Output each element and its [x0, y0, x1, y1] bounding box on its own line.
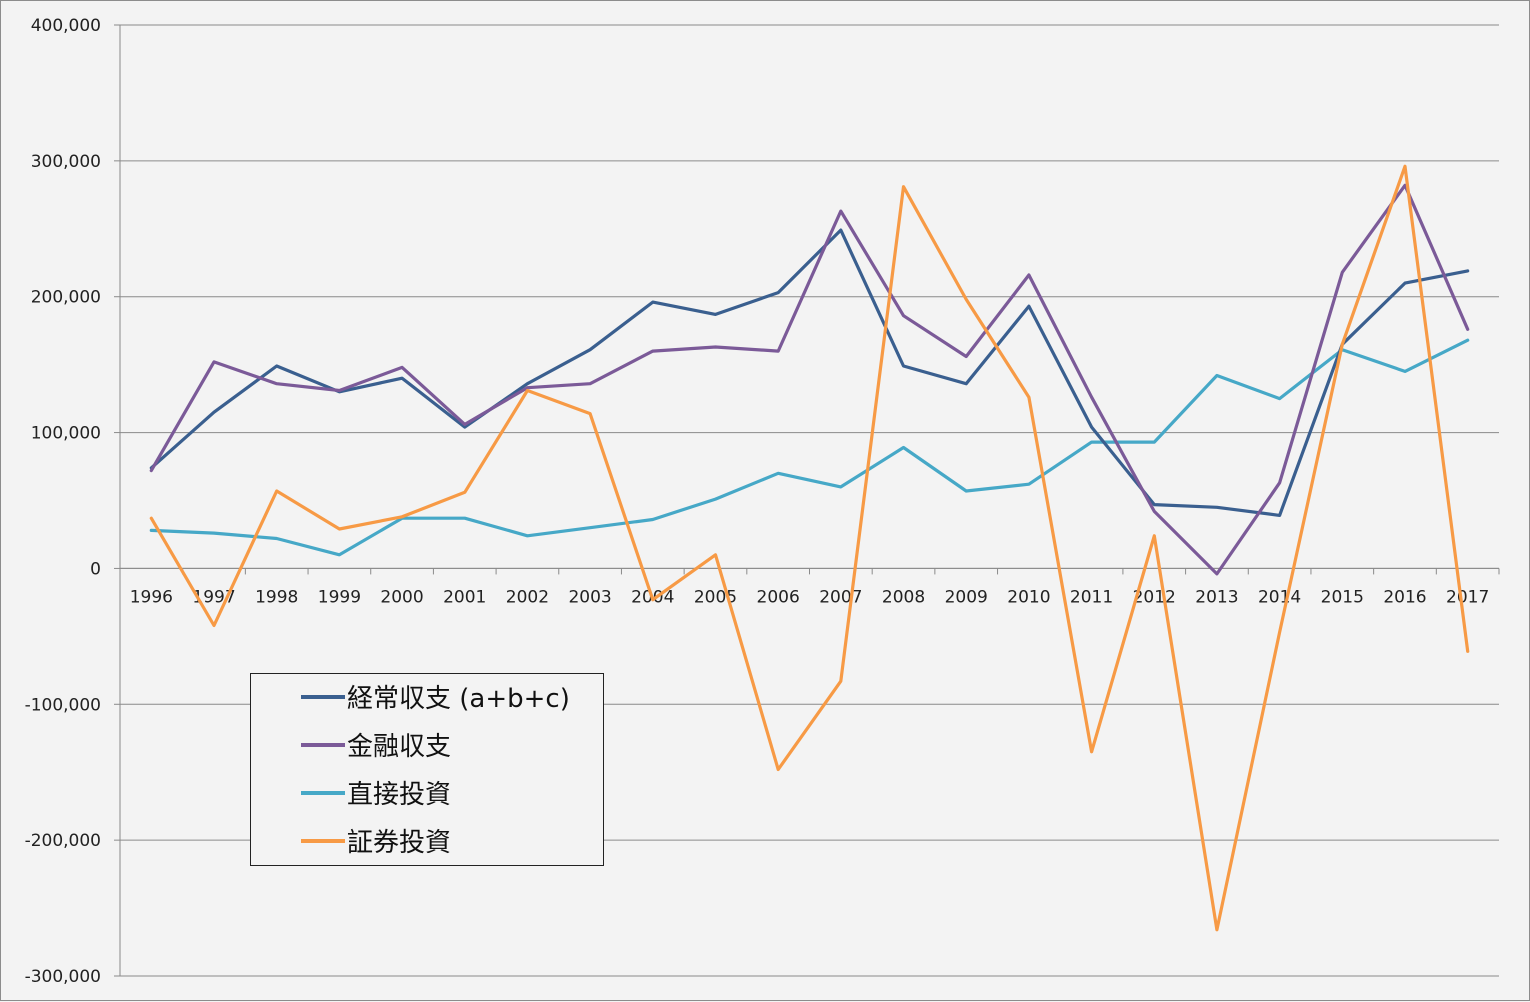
legend-swatch-financial-account	[301, 743, 345, 747]
x-tick-label: 2002	[506, 587, 549, 607]
legend-swatch-portfolio-investment	[301, 839, 345, 843]
y-tick-label: -300,000	[25, 967, 101, 987]
y-tick-label: 0	[90, 559, 101, 579]
legend-item-direct-investment: 直接投資	[251, 772, 603, 812]
legend-label-direct-investment: 直接投資	[347, 780, 452, 810]
x-tick-label: 2006	[757, 587, 800, 607]
x-tick-label: 1999	[318, 587, 361, 607]
x-tick-label: 2014	[1258, 587, 1301, 607]
y-tick-label: -200,000	[25, 831, 101, 851]
x-tick-label: 2016	[1383, 587, 1426, 607]
y-tick-label: -100,000	[25, 695, 101, 715]
legend-label-portfolio-investment: 証券投資	[347, 828, 452, 858]
x-tick-label: 2008	[882, 587, 925, 607]
series-line-0	[149, 228, 1470, 518]
x-tick-label: 2010	[1007, 587, 1050, 607]
x-tick-label: 2000	[380, 587, 423, 607]
legend-item-current-account: 経常収支 (a+b+c)	[251, 676, 603, 716]
series-line-3	[149, 164, 1470, 932]
legend-label-financial-account: 金融収支	[347, 732, 452, 762]
y-tick-label: 100,000	[31, 424, 101, 444]
x-tick-label: 2015	[1321, 587, 1364, 607]
legend: 経常収支 (a+b+c) 金融収支 直接投資 証券投資	[250, 673, 604, 866]
legend-swatch-current-account	[301, 695, 345, 699]
x-tick-label: 2003	[568, 587, 611, 607]
x-tick-label: 1996	[130, 587, 173, 607]
y-tick-label: 200,000	[31, 288, 101, 308]
y-tick-label: 400,000	[31, 16, 101, 36]
series-line-1	[149, 183, 1470, 576]
series-lines	[149, 164, 1470, 932]
x-tick-label: 1998	[255, 587, 298, 607]
legend-swatch-direct-investment	[301, 791, 345, 795]
series-line-2	[149, 338, 1470, 557]
x-tick-label: 2011	[1070, 587, 1113, 607]
x-tick-label: 2013	[1195, 587, 1238, 607]
legend-label-current-account: 経常収支 (a+b+c)	[347, 684, 570, 714]
x-tick-label: 2017	[1446, 587, 1489, 607]
y-axis-ticks: 400,000 300,000 200,000 100,000 0 -100,000 -20…	[25, 16, 120, 987]
legend-item-portfolio-investment: 証券投資	[251, 820, 603, 860]
x-tick-label: 2009	[945, 587, 988, 607]
x-tick-label: 2007	[819, 587, 862, 607]
x-tick-label: 2001	[443, 587, 486, 607]
legend-item-financial-account: 金融収支	[251, 724, 603, 764]
y-tick-label: 300,000	[31, 152, 101, 172]
